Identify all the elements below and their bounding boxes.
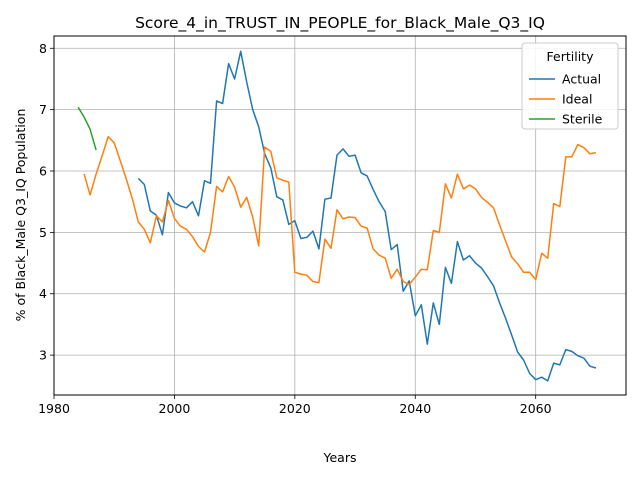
x-tick-label: 2060 bbox=[520, 401, 552, 416]
legend-entries: Actual Ideal Sterile bbox=[529, 72, 603, 127]
y-tick-label: 8 bbox=[39, 41, 47, 56]
y-tick-label: 6 bbox=[39, 164, 47, 179]
y-tick-label: 4 bbox=[39, 286, 47, 301]
legend-box bbox=[521, 42, 619, 130]
legend: Fertility Actual Ideal Sterile bbox=[521, 42, 619, 130]
x-axis-title: Years bbox=[323, 450, 357, 465]
legend-label-sterile: Sterile bbox=[562, 112, 603, 127]
x-tick-label: 1980 bbox=[38, 401, 70, 416]
legend-label-ideal: Ideal bbox=[562, 92, 592, 107]
chart-title: Score_4_in_TRUST_IN_PEOPLE_for_Black_Mal… bbox=[135, 14, 545, 33]
y-tick-label: 7 bbox=[39, 102, 47, 117]
y-axis-title: % of Black_Male Q3_IQ Population bbox=[13, 109, 28, 322]
axes-frame bbox=[53, 35, 627, 396]
series-lines bbox=[77, 50, 597, 382]
x-tick-label: 2040 bbox=[399, 401, 431, 416]
legend-label-actual: Actual bbox=[562, 72, 601, 87]
axis-ticks: 1980 2000 2020 2040 2060 3 4 5 6 7 8 bbox=[38, 41, 552, 416]
series-line-ideal bbox=[83, 135, 597, 286]
series-line-sterile bbox=[77, 106, 97, 151]
series-line-actual bbox=[137, 50, 597, 382]
y-tick-label: 3 bbox=[39, 348, 47, 363]
y-tick-label: 5 bbox=[39, 225, 47, 240]
legend-title: Fertility bbox=[547, 49, 595, 64]
x-tick-label: 2020 bbox=[279, 401, 311, 416]
x-tick-label: 2000 bbox=[159, 401, 191, 416]
